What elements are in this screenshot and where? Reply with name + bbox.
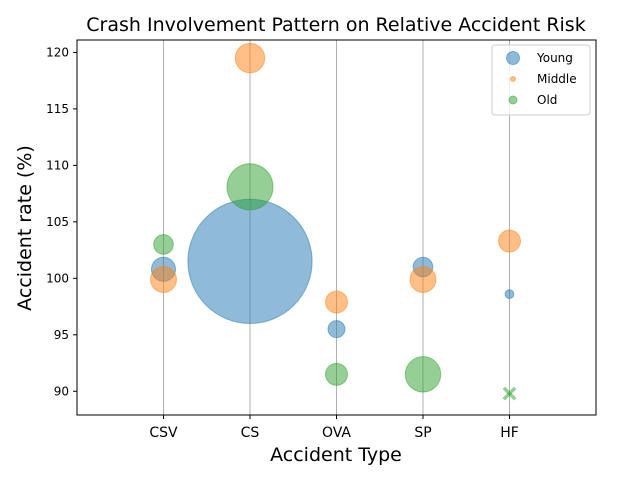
y-tick-label: 120: [46, 45, 69, 59]
legend-label: Middle: [537, 72, 577, 86]
data-point: [226, 163, 274, 211]
y-tick-label: 105: [46, 215, 69, 229]
legend-label: Young: [536, 51, 573, 65]
y-tick-label: 115: [46, 102, 69, 116]
legend-marker: [510, 76, 516, 82]
data-point: [504, 289, 515, 300]
data-point: [153, 234, 174, 255]
data-point: [409, 265, 437, 293]
y-tick-label: 95: [54, 328, 69, 342]
x-axis-label: Accident Type: [270, 444, 402, 466]
y-axis-ticks: 90 95 100 105 110 115 120: [46, 45, 77, 398]
data-point: [234, 42, 266, 74]
data-point: [325, 290, 348, 314]
x-tick-label: CS: [241, 425, 260, 441]
y-tick-label: 110: [46, 158, 69, 172]
legend: Young Middle Old: [491, 44, 591, 116]
y-tick-label: 90: [54, 384, 69, 398]
chart-title: Crash Involvement Pattern on Relative Ac…: [86, 14, 585, 36]
data-point: [327, 320, 346, 339]
data-point-x-marker: [502, 386, 517, 401]
y-axis-label: Accident rate (%): [14, 145, 36, 311]
data-point: [404, 356, 442, 393]
y-tick-label: 100: [46, 271, 69, 285]
legend-label: Old: [537, 93, 557, 107]
data-point: [498, 229, 521, 253]
data-points: [150, 42, 521, 401]
data-point: [187, 198, 313, 324]
x-tick-label: OVA: [322, 425, 351, 441]
data-point: [150, 265, 177, 293]
legend-marker: [508, 95, 518, 105]
x-axis-ticks: CSV CS OVA SP HF: [149, 415, 519, 441]
legend-marker: [506, 51, 520, 65]
x-tick-label: SP: [414, 425, 431, 441]
x-tick-label: HF: [500, 425, 519, 441]
x-tick-label: CSV: [149, 425, 178, 441]
data-point: [325, 362, 348, 386]
